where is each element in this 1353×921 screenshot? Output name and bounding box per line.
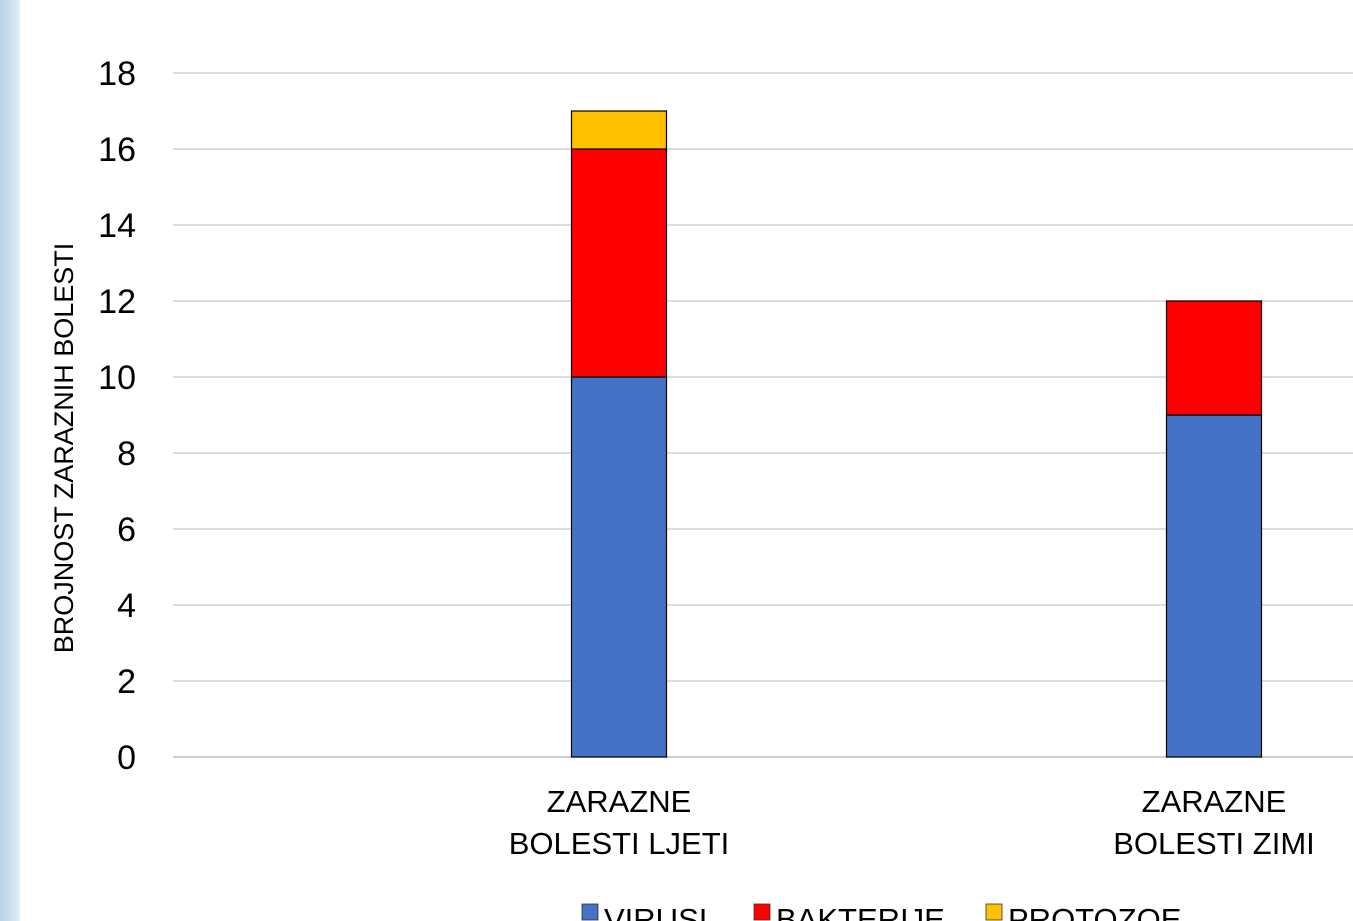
legend-swatch: [753, 903, 771, 921]
y-axis-title: BROJNOST ZARAZNIH BOLESTI: [49, 243, 79, 654]
legend: VIRUSI BAKTERIJE PROTOZOE: [581, 902, 1181, 921]
bar-segment: [570, 110, 668, 150]
y-tick-label: 2: [117, 663, 136, 701]
decorative-side-stripe: [0, 0, 20, 921]
x-category-label: BOLESTI LJETI: [509, 826, 730, 861]
bar-segment: [570, 376, 668, 758]
bars: [570, 110, 1263, 758]
x-category-label: ZARAZNE: [547, 784, 692, 819]
y-tick-label: 16: [98, 131, 136, 169]
y-tick-label: 8: [117, 435, 136, 473]
x-axis-category-labels: ZARAZNE BOLESTI LJETI ZARAZNE BOLESTI ZIMI: [509, 784, 1315, 861]
legend-label: PROTOZOE: [1008, 902, 1181, 921]
y-tick-label: 4: [117, 587, 136, 625]
x-category-label: BOLESTI ZIMI: [1113, 826, 1315, 861]
y-tick-label: 18: [98, 55, 136, 93]
y-tick-label: 10: [98, 359, 136, 397]
y-tick-label: 0: [117, 739, 136, 777]
bar-segment: [1165, 300, 1263, 416]
bar-segment: [570, 148, 668, 378]
x-category-label: ZARAZNE: [1142, 784, 1287, 819]
legend-label: VIRUSI: [604, 902, 707, 921]
legend-swatch: [985, 903, 1003, 921]
legend-swatch: [581, 903, 599, 921]
legend-label: BAKTERIJE: [776, 902, 945, 921]
y-axis-tick-labels: 0 2 4 6 8 10 12 14 16 18: [98, 55, 136, 777]
y-tick-label: 6: [117, 511, 136, 549]
bar-segment: [1165, 414, 1263, 758]
y-tick-label: 14: [98, 207, 136, 245]
gridlines: [173, 72, 1353, 758]
y-tick-label: 12: [98, 283, 136, 321]
